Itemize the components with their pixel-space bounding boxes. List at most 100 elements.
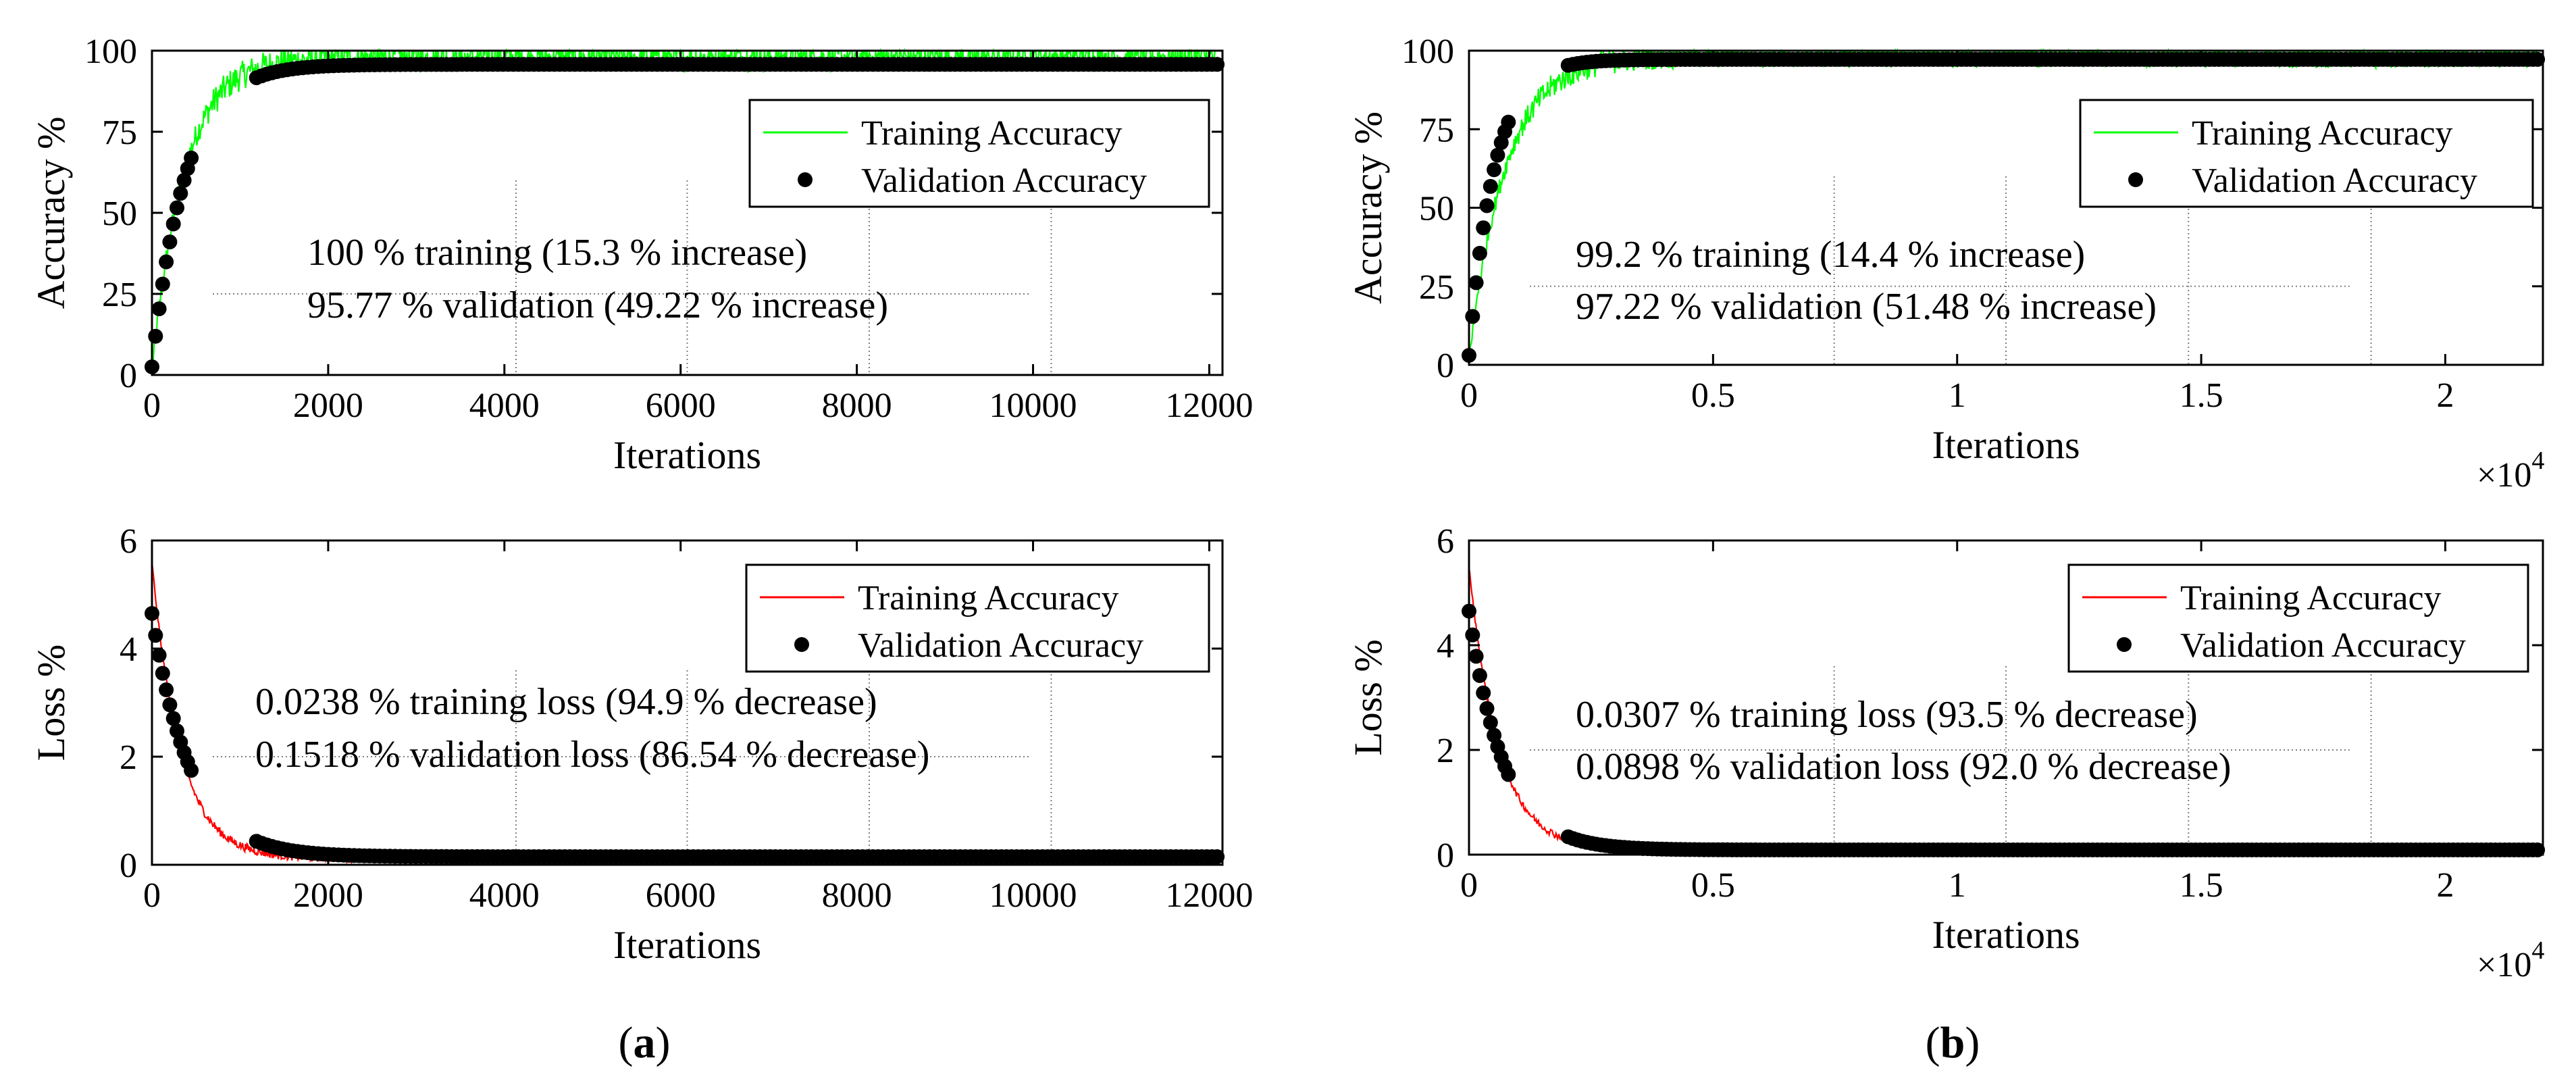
panel-b-bottom-validation-point bbox=[1472, 668, 1487, 683]
panel-b-top-ytick-label: 75 bbox=[1419, 111, 1454, 149]
panel-b-top-validation-point bbox=[1490, 147, 1505, 163]
panel-a-top-legend-marker-swatch bbox=[798, 172, 813, 187]
panel-a-top-series-1-markers bbox=[145, 57, 1225, 374]
panel-b-top-legend: Training Accuracy Validation Accuracy bbox=[2079, 99, 2534, 208]
panel-b-top-legend-box bbox=[2079, 99, 2534, 208]
panel-b-bottom-axes-box bbox=[1468, 539, 2544, 856]
panel-b-top-validation-point bbox=[1487, 162, 1502, 178]
panel-a-top-ytick-label: 100 bbox=[84, 32, 137, 71]
panel-b-top-xtick-label: 0.5 bbox=[1691, 376, 1735, 415]
panel-b-bottom-legend-entry-validation: Validation Accuracy bbox=[2180, 626, 2466, 665]
panel-a-bottom-axes-box bbox=[151, 539, 1224, 866]
panel-a-bottom-xtick-label: 12000 bbox=[1165, 876, 1253, 915]
panel-b-bottom-validation-point bbox=[1483, 715, 1498, 730]
panel-a-top-xtick-label: 8000 bbox=[822, 386, 892, 425]
panel-a-bottom-legend-marker-swatch bbox=[794, 637, 809, 652]
panel-b-bottom-ylabel: Loss % bbox=[1346, 639, 1390, 755]
panel-a-top-validation-point bbox=[184, 150, 199, 166]
panel-b-bottom-guides bbox=[1530, 666, 2372, 855]
panel-b-bottom-validation-point bbox=[1501, 767, 1516, 782]
panel-a-top-chart: 0 2000 4000 6000 8000 10000 12000 0 25 50 75 100 Ite… bbox=[29, 32, 1253, 477]
panel-a-bottom-ytick-label: 6 bbox=[120, 522, 137, 561]
panel-label-b: (b) bbox=[1926, 1018, 1980, 1067]
panel-b-bottom-legend-box bbox=[2067, 563, 2529, 673]
panel-a-top-ytick-label: 25 bbox=[102, 276, 137, 314]
panel-b-bottom-x-multiplier-exponent: 4 bbox=[2531, 936, 2544, 965]
panel-a-top-validation-point bbox=[155, 276, 170, 292]
panel-a-top-ytick-label: 75 bbox=[102, 114, 137, 152]
panel-b-bottom-ytick-label: 6 bbox=[1437, 522, 1454, 561]
panel-b-bottom-xlabel: Iterations bbox=[1932, 913, 2080, 957]
panel-b-bottom-validation-point bbox=[1479, 701, 1495, 716]
panel-b-bottom-annotation-validation: 0.0898 % validation loss (92.0 % decreas… bbox=[1576, 746, 2231, 788]
panel-b-top-series-1-markers bbox=[1462, 51, 2546, 363]
panel-b-bottom-xtick-label: 2 bbox=[2436, 866, 2454, 905]
panel-a-top-xtick-label: 12000 bbox=[1165, 386, 1253, 425]
panel-b-top-guides bbox=[1530, 176, 2372, 365]
panel-a-bottom-guides bbox=[213, 670, 1052, 865]
panel-a-top-validation-point bbox=[173, 186, 188, 201]
panel-b-top-ytick-label: 50 bbox=[1419, 190, 1454, 228]
panel-a-bottom-validation-point bbox=[165, 711, 181, 726]
panel-label-a: (a) bbox=[619, 1018, 671, 1067]
panel-b-bottom-x-multiplier-base: ×10 bbox=[2477, 946, 2531, 984]
panel-a-top-ytick-label: 0 bbox=[120, 357, 137, 395]
panel-a-top-guides bbox=[213, 180, 1052, 375]
panel-b-top-annotation-validation: 97.22 % validation (51.48 % increase) bbox=[1576, 286, 2157, 328]
panel-a-bottom-ytick-label: 0 bbox=[120, 847, 137, 885]
panel-a-top-legend: Training Accuracy Validation Accuracy bbox=[748, 99, 1210, 208]
panel-b-bottom-xtick-label: 0 bbox=[1460, 866, 1478, 905]
panel-a-bottom-legend-box bbox=[745, 563, 1210, 673]
panel-a-top-validation-point bbox=[176, 172, 192, 188]
panel-b-bottom-annotation-training: 0.0307 % training loss (93.5 % decrease) bbox=[1576, 694, 2198, 736]
panel-a-bottom-legend: Training Accuracy Validation Accuracy bbox=[745, 563, 1210, 673]
panel-b-bottom-x-multiplier: ×104 bbox=[2477, 936, 2544, 984]
panel-a-bottom-xtick-label: 6000 bbox=[646, 876, 716, 915]
panel-b-top-xtick-label: 1.5 bbox=[2180, 376, 2223, 415]
panel-b-top-validation-point bbox=[1476, 220, 1491, 236]
panel-b-top-ytick-label: 100 bbox=[1401, 32, 1454, 71]
panel-a-bottom-ytick-label: 4 bbox=[120, 630, 137, 669]
panel-a-bottom-validation-point bbox=[1210, 849, 1225, 864]
panel-a-bottom-validation-point bbox=[148, 628, 163, 643]
panel-b-top-validation-point bbox=[1501, 114, 1516, 130]
panel-b-top-x-multiplier-base: ×10 bbox=[2477, 456, 2531, 495]
panel-a-top-ytick-label: 50 bbox=[102, 195, 137, 233]
panel-a-bottom-annotation-validation: 0.1518 % validation loss (86.54 % decrea… bbox=[255, 734, 929, 776]
panel-a-bottom-validation-point bbox=[170, 723, 184, 738]
panel-a-bottom-legend-entry-training: Training Accuracy bbox=[858, 579, 1119, 618]
panel-a-top-xtick-label: 2000 bbox=[293, 386, 363, 425]
panel-b-top-validation-point bbox=[1465, 309, 1480, 324]
panel-b-bottom-xtick-label: 0.5 bbox=[1691, 866, 1735, 905]
panel-a-top-validation-point bbox=[1210, 57, 1225, 72]
panel-b-bottom-validation-point bbox=[1487, 728, 1502, 743]
panel-b-top-xtick-label: 0 bbox=[1460, 376, 1478, 415]
panel-b-bottom-ytick-label: 2 bbox=[1437, 732, 1454, 770]
panel-a-top-ylabel: Accuracy % bbox=[29, 117, 73, 309]
panel-a-bottom-xtick-label: 4000 bbox=[469, 876, 540, 915]
panel-b-bottom-ytick-label: 4 bbox=[1437, 627, 1454, 665]
panel-letter-a: a bbox=[634, 1018, 656, 1067]
panel-b-bottom-xtick-label: 1.5 bbox=[2180, 866, 2223, 905]
panel-b-top-legend-entry-training: Training Accuracy bbox=[2192, 114, 2453, 153]
panel-b-top-xtick-label: 2 bbox=[2436, 376, 2454, 415]
panel-b-top-ytick-label: 0 bbox=[1437, 347, 1454, 385]
panel-a-bottom-ytick-label: 2 bbox=[120, 738, 137, 777]
panel-a-top-xtick-label: 4000 bbox=[469, 386, 540, 425]
panel-b-top-validation-point bbox=[1479, 198, 1495, 213]
panel-b-bottom-legend-marker-swatch bbox=[2117, 637, 2132, 652]
panel-a-bottom-chart: 0 2000 4000 6000 8000 10000 12000 0 2 4 6 Iteration… bbox=[29, 522, 1253, 967]
panel-a-bottom-validation-point bbox=[159, 682, 174, 697]
panel-b-top-validation-point bbox=[2530, 51, 2546, 67]
panel-b-top-validation-point bbox=[1468, 275, 1484, 291]
panel-a-top-validation-point bbox=[159, 254, 174, 270]
panel-a-top-xlabel: Iterations bbox=[613, 433, 761, 477]
panel-a-top-validation-point bbox=[151, 301, 167, 317]
panel-a-top-xtick-label: 0 bbox=[143, 386, 161, 425]
panel-a-bottom-xtick-label: 2000 bbox=[293, 876, 363, 915]
panel-b-bottom-validation-point bbox=[1468, 649, 1484, 664]
panel-a-top-validation-point bbox=[148, 328, 163, 344]
panel-a-top-validation-point bbox=[162, 234, 178, 250]
